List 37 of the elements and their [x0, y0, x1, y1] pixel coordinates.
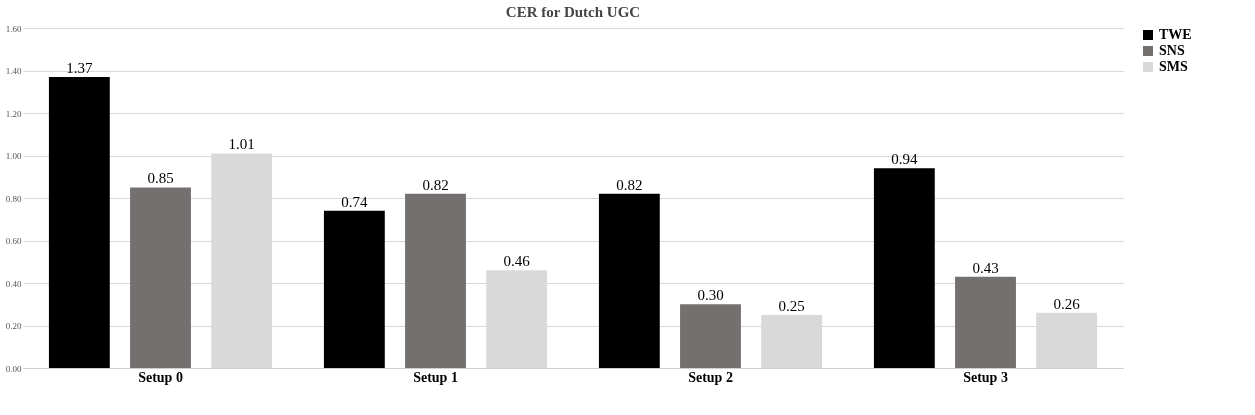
y-tick-label: 1.40: [5, 66, 22, 76]
x-tick-label: Setup 1: [413, 369, 458, 385]
legend-label: TWE: [1159, 27, 1192, 42]
bar: [873, 168, 935, 368]
chart-title: CER for Dutch UGC: [505, 4, 641, 20]
x-tick-label: Setup 3: [963, 369, 1008, 385]
y-tick-label: 0.80: [5, 193, 22, 204]
bar: [680, 304, 741, 368]
data-label: 0.30: [697, 287, 724, 304]
data-label: 0.94: [891, 151, 918, 168]
y-tick-label: 0.20: [5, 321, 22, 331]
data-label: 1.01: [228, 136, 255, 153]
y-tick-label: 1.20: [5, 108, 22, 119]
data-label: 0.43: [972, 259, 999, 276]
bar: [405, 193, 466, 368]
y-tick-label: 1.60: [5, 23, 22, 34]
data-label: 0.82: [616, 176, 643, 193]
legend-label: SMS: [1159, 59, 1188, 74]
x-tick-label: Setup 0: [138, 369, 183, 385]
bar: [130, 187, 191, 368]
bar: [955, 276, 1016, 368]
data-label: 0.82: [422, 176, 449, 193]
y-tick-label: 0.60: [5, 236, 22, 246]
bar: [323, 210, 385, 368]
data-label: 0.26: [1053, 295, 1081, 312]
data-label: 0.46: [503, 253, 531, 270]
data-label: 0.25: [778, 297, 805, 314]
legend-label: SNS: [1159, 43, 1185, 58]
data-label: 0.85: [147, 170, 174, 187]
data-label: 1.37: [66, 59, 93, 76]
y-tick-label: 0.00: [5, 363, 22, 374]
y-tick-label: 1.00: [5, 151, 22, 161]
data-label: 0.74: [341, 193, 368, 210]
y-tick-label: 0.40: [5, 278, 22, 289]
x-tick-label: Setup 2: [688, 369, 733, 385]
bar: [598, 193, 660, 368]
bar: [48, 76, 110, 368]
